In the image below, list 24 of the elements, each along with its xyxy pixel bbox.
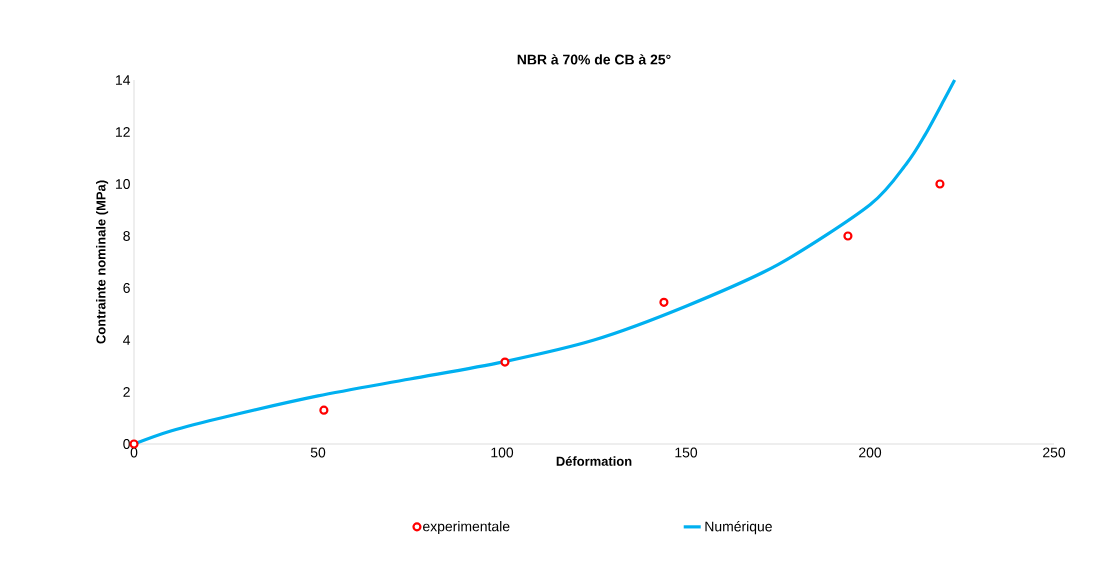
y-tick-label: 10 <box>116 179 130 189</box>
legend-label: Numérique <box>705 520 772 535</box>
y-tick-label: 4 <box>123 335 131 345</box>
x-tick-label: 200 <box>859 447 882 458</box>
x-tick-label: 50 <box>310 447 326 458</box>
legend-label: experimentale <box>423 521 510 535</box>
x-tick-label: 100 <box>491 447 514 458</box>
y-tick-label: 6 <box>123 283 130 293</box>
x-axis-title: Déformation <box>556 456 632 466</box>
point <box>935 179 945 189</box>
point <box>659 297 669 307</box>
x-tick-label: 250 <box>1043 447 1066 458</box>
point <box>500 357 510 367</box>
x-tick-label: 150 <box>675 447 698 458</box>
chart-title: NBR à 70% de CB à 25° <box>517 54 671 65</box>
y-tick-label: 14 <box>116 75 131 85</box>
y-axis-title: Contrainte nominale (MPa) <box>96 180 109 344</box>
y-tick-label: 8 <box>123 231 130 241</box>
point <box>843 231 853 241</box>
y-tick-label: 12 <box>116 127 130 137</box>
point <box>319 405 329 415</box>
y-tick-label: 0 <box>123 439 130 449</box>
x-tick-label: 0 <box>130 447 138 458</box>
y-tick-label: 2 <box>123 387 130 397</box>
